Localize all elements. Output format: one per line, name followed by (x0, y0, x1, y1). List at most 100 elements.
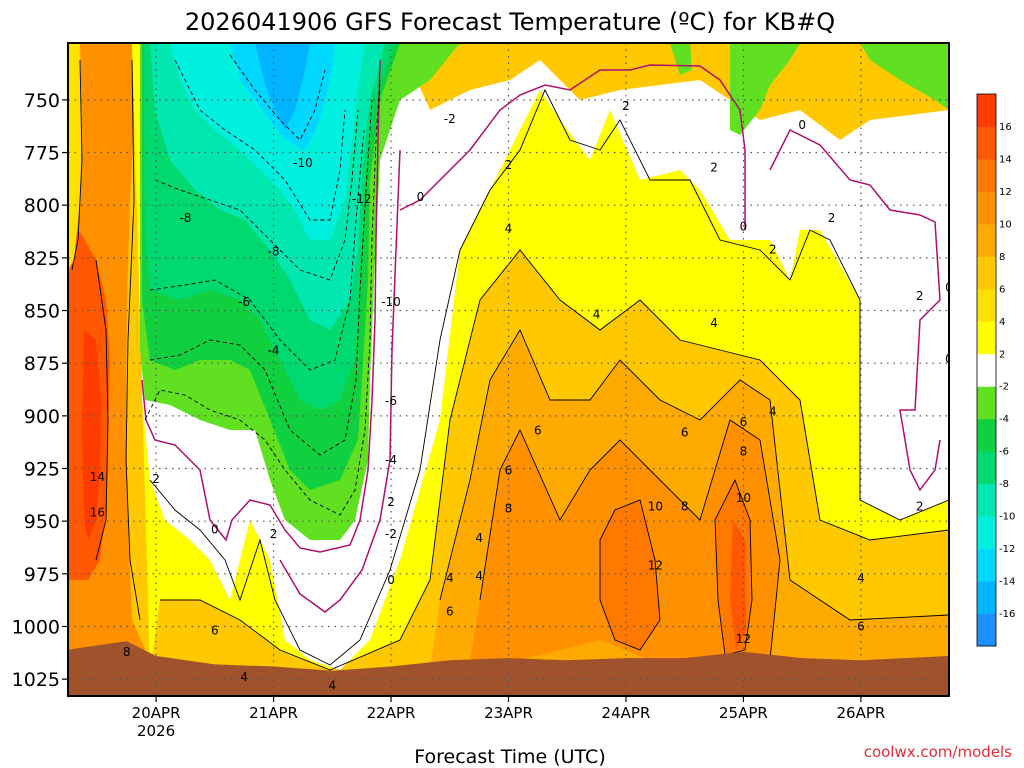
contour-label-43: 6 (211, 624, 219, 638)
contour-label-39: 6 (505, 464, 513, 478)
colorbar-frame (976, 93, 997, 647)
colorbar-swatch-3 (977, 516, 996, 550)
contour-label-14: 2 (152, 472, 160, 486)
y-tick-label-875: 875 (24, 353, 60, 375)
contour-label-25: 0 (740, 219, 748, 233)
contour-label-50: 10 (736, 491, 751, 505)
contour-label-24: 0 (798, 118, 806, 132)
isotherm-lines-cold (144, 54, 381, 516)
region-cold-minus16 (255, 43, 310, 130)
contour-label-38: 6 (534, 424, 542, 438)
contour-label-8: -4 (385, 453, 397, 467)
colorbar-swatch-10 (977, 288, 996, 322)
contour-label-22: 2 (916, 289, 924, 303)
y-tick-label-925: 925 (24, 459, 60, 481)
colorbar-label-6: 4 (999, 317, 1005, 328)
contour-label-18: 2 (622, 99, 630, 113)
contour-label-7: -6 (385, 394, 397, 408)
contour-label-0: -10 (293, 156, 313, 170)
colorbar-label-3: 10 (999, 219, 1012, 230)
contour-label-44: 6 (857, 619, 865, 633)
y-tick-label-825: 825 (24, 248, 60, 270)
colorbar-swatch-2 (977, 548, 996, 582)
colorbar-label-13: -12 (999, 544, 1015, 555)
contour-label-32: 4 (446, 571, 454, 585)
watermark: coolwx.com/models (864, 743, 1012, 761)
zero-degree-isotherm (141, 59, 401, 613)
colorbar-label-10: -6 (999, 447, 1009, 458)
colorbar-label-11: -8 (999, 479, 1009, 490)
contour-label-31: 4 (769, 405, 777, 419)
contour-label-47: 8 (740, 445, 748, 459)
contour-label-46: 8 (681, 499, 689, 513)
contour-label-10: -2 (444, 112, 456, 126)
colorbar-label-7: 2 (999, 349, 1005, 360)
y-tick-label-950: 950 (24, 511, 60, 533)
y-tick-label-800: 800 (24, 195, 60, 217)
colorbar-swatch-14 (977, 158, 996, 192)
contour-label-3: -8 (268, 245, 280, 259)
y-tick-label-975: 975 (24, 564, 60, 586)
y-tick-label-900: 900 (24, 406, 60, 428)
colorbar-swatch-6 (977, 418, 996, 452)
x-tick-label-23APR: 23APR (484, 704, 533, 722)
contour-label-35: 4 (328, 678, 336, 692)
contour-label-5: -4 (268, 344, 280, 358)
contour-label-28: 4 (505, 221, 513, 235)
contour-label-51: 12 (648, 558, 663, 572)
colorbar-swatch-16 (977, 94, 996, 127)
contour-label-17: 2 (505, 158, 513, 172)
y-tick-label-775: 775 (24, 143, 60, 165)
contour-label-19: 2 (710, 160, 718, 174)
ground-surface (68, 641, 949, 696)
contour-label-2: -12 (352, 192, 372, 206)
colorbar-label-8: -2 (999, 382, 1009, 393)
y-axis: 750 775 800 825 850 875 900 925 950 975 1000 1025 (12, 90, 68, 691)
colorbar-swatch-12 (977, 223, 996, 257)
contour-label-34: 4 (475, 531, 483, 545)
contour-label-52: 12 (736, 632, 751, 646)
y-tick-label-850: 850 (24, 301, 60, 323)
contour-label-48: 8 (123, 645, 131, 659)
contour-label-30: 4 (710, 316, 718, 330)
colorbar-swatch-15 (977, 126, 996, 160)
contour-label-9: -2 (385, 527, 397, 541)
y-tick-label-750: 750 (24, 90, 60, 112)
colorbar-label-14: -14 (999, 577, 1015, 588)
colorbar-label-4: 8 (999, 252, 1005, 263)
colorbar-label-5: 6 (999, 284, 1005, 295)
x-tick-label-24APR: 24APR (602, 704, 651, 722)
contour-label-45: 8 (505, 502, 513, 516)
colorbar: 16 14 12 10 8 6 4 2 -2 -4 -6 -8 -10 -12 -14 -16 (976, 93, 1015, 647)
contour-label-13: 0 (211, 523, 219, 537)
zero-isotherm-right (399, 64, 941, 492)
x-axis-label: Forecast Time (UTC) (414, 746, 605, 768)
colorbar-swatch-8 (977, 353, 996, 387)
x-tick-label-20APR: 20APR (132, 704, 181, 722)
plot-gridlines (68, 43, 949, 696)
chart-title: 2026041906 GFS Forecast Temperature (ºC)… (185, 8, 835, 36)
x-tick-sublabel-20APR: 2026 (137, 722, 175, 740)
region-warm-14-25apr (730, 520, 746, 650)
colorbar-swatch-0 (977, 613, 996, 647)
colorbar-swatch-9 (977, 321, 996, 355)
contour-label-21: 2 (828, 211, 836, 225)
x-tick-label-25APR: 25APR (719, 704, 768, 722)
contour-label-42: 6 (446, 605, 454, 619)
colorbar-swatch-1 (977, 581, 996, 615)
y-tick-label-1025: 1025 (12, 669, 60, 691)
colorbar-swatch-7 (977, 386, 996, 420)
contour-label-29: 4 (593, 308, 601, 322)
contour-label-40: 6 (681, 426, 689, 440)
contour-label-27: 0 (945, 352, 953, 366)
x-tick-label-21APR: 21APR (249, 704, 298, 722)
colorbar-swatch-5 (977, 451, 996, 485)
contour-label-26: 0 (945, 280, 953, 294)
colorbar-label-12: -10 (999, 512, 1015, 523)
contour-label-6: -10 (381, 295, 401, 309)
x-tick-label-22APR: 22APR (367, 704, 416, 722)
contour-label-12: 0 (387, 573, 395, 587)
isotherm-lines-warm (71, 59, 949, 671)
